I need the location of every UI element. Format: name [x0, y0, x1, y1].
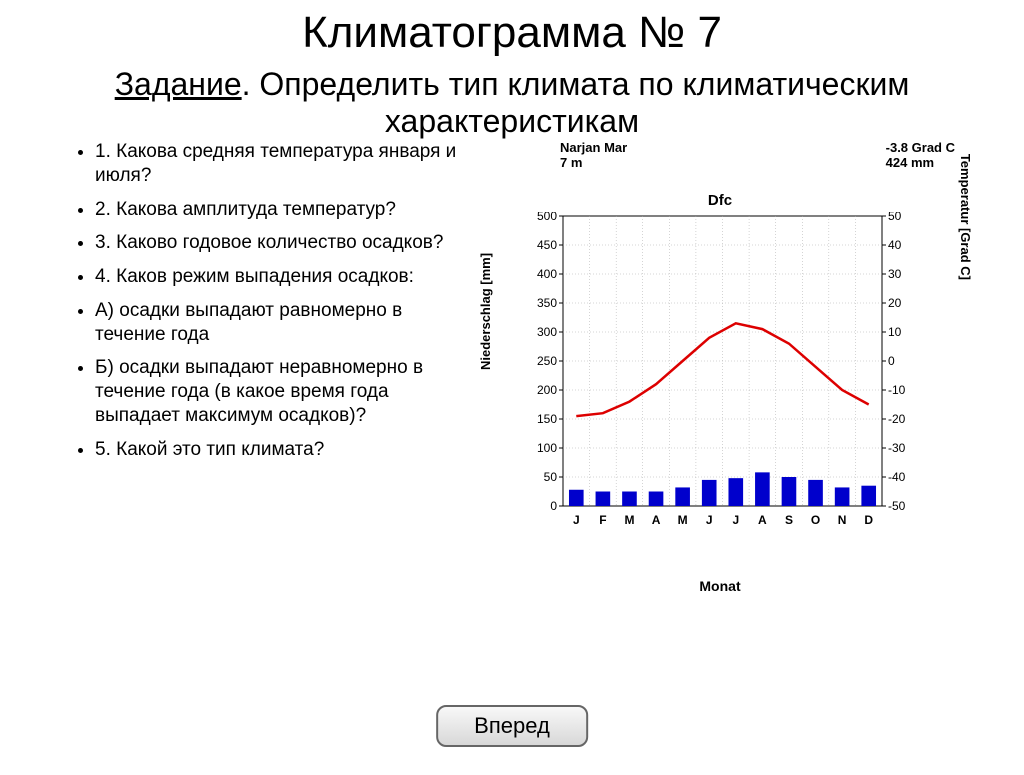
- svg-text:200: 200: [537, 383, 557, 397]
- svg-text:10: 10: [888, 325, 902, 339]
- svg-text:350: 350: [537, 296, 557, 310]
- station-name: Narjan Mar: [560, 140, 627, 155]
- slide-subtitle: Задание. Определить тип климата по клима…: [0, 66, 1024, 140]
- svg-text:0: 0: [888, 354, 895, 368]
- svg-text:A: A: [758, 513, 767, 527]
- koppen-class: Dfc: [470, 192, 970, 209]
- question-item: 1. Какова средняя температура января и и…: [95, 140, 460, 188]
- climate-chart: Narjan Mar 7 m -3.8 Grad C 424 mm Dfc Ni…: [470, 140, 970, 600]
- station-elevation: 7 m: [560, 155, 582, 170]
- svg-text:-40: -40: [888, 470, 906, 484]
- svg-text:M: M: [624, 513, 634, 527]
- svg-text:40: 40: [888, 238, 902, 252]
- svg-text:-50: -50: [888, 499, 906, 513]
- y-left-axis-label: Niederschlag [mm]: [478, 253, 493, 370]
- subtitle-rest: . Определить тип климата по климатически…: [242, 66, 910, 139]
- y-right-axis-label: Temperatur [Grad C]: [958, 154, 973, 280]
- svg-text:50: 50: [544, 470, 558, 484]
- svg-text:-30: -30: [888, 441, 906, 455]
- svg-text:J: J: [706, 513, 713, 527]
- svg-text:450: 450: [537, 238, 557, 252]
- svg-text:20: 20: [888, 296, 902, 310]
- temp-mean: -3.8 Grad C: [886, 140, 955, 155]
- svg-text:250: 250: [537, 354, 557, 368]
- svg-text:J: J: [732, 513, 739, 527]
- forward-button[interactable]: Вперед: [436, 705, 588, 747]
- question-item: Б) осадки выпадают неравномерно в течени…: [95, 356, 460, 427]
- question-item: 4. Каков режим выпадения осадков:: [95, 265, 460, 289]
- svg-text:F: F: [599, 513, 606, 527]
- questions-list: 1. Какова средняя температура января и и…: [65, 140, 460, 461]
- chart-climate-meta: -3.8 Grad C 424 mm: [886, 140, 955, 170]
- svg-text:400: 400: [537, 267, 557, 281]
- svg-text:S: S: [785, 513, 793, 527]
- slide-title: Климатограмма № 7: [0, 8, 1024, 58]
- svg-text:150: 150: [537, 412, 557, 426]
- svg-text:30: 30: [888, 267, 902, 281]
- svg-text:D: D: [864, 513, 873, 527]
- question-item: 2. Какова амплитуда температур?: [95, 198, 460, 222]
- subtitle-underlined: Задание: [115, 66, 242, 102]
- svg-text:J: J: [573, 513, 580, 527]
- question-item: 3. Каково годовое количество осадков?: [95, 231, 460, 255]
- precip-total: 424 mm: [886, 155, 934, 170]
- svg-text:M: M: [678, 513, 688, 527]
- question-item: 5. Какой это тип климата?: [95, 438, 460, 462]
- chart-station-meta: Narjan Mar 7 m: [560, 140, 627, 170]
- svg-text:N: N: [838, 513, 847, 527]
- x-axis-label: Monat: [470, 578, 970, 594]
- svg-text:500: 500: [537, 212, 557, 223]
- svg-text:-20: -20: [888, 412, 906, 426]
- svg-text:50: 50: [888, 212, 902, 223]
- question-item: А) осадки выпадают равномерно в течение …: [95, 299, 460, 347]
- chart-svg: 050100150200250300350400450500-50-40-30-…: [525, 212, 920, 534]
- svg-text:-10: -10: [888, 383, 906, 397]
- svg-text:O: O: [811, 513, 820, 527]
- questions-panel: 1. Какова средняя температура января и и…: [0, 140, 470, 600]
- svg-text:100: 100: [537, 441, 557, 455]
- svg-text:A: A: [652, 513, 661, 527]
- svg-text:0: 0: [550, 499, 557, 513]
- svg-text:300: 300: [537, 325, 557, 339]
